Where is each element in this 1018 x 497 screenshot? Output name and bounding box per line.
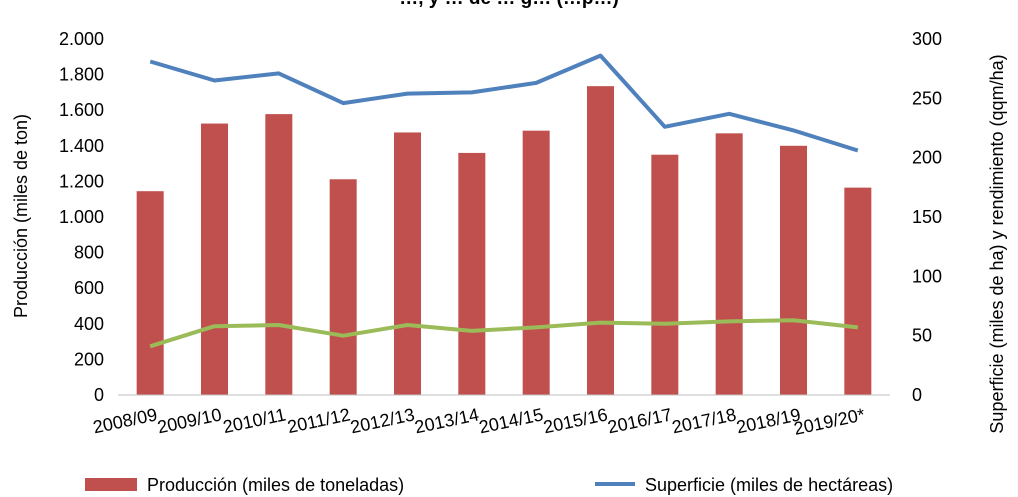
right-tick-label: 250: [912, 88, 942, 108]
legend: Producción (miles de toneladas) Superfici…: [85, 475, 893, 495]
bar: [136, 191, 164, 395]
left-tick-label: 800: [74, 243, 104, 263]
rendimiento-line: [149, 318, 859, 349]
left-tick-label: 1.800: [59, 65, 104, 85]
x-tick-label: 2009/10: [156, 404, 224, 437]
x-tick-label: 2017/18: [670, 404, 738, 437]
legend-label: Superficie (miles de hectáreas): [645, 475, 893, 495]
left-tick-label: 2.000: [59, 29, 104, 49]
left-tick-label: 0: [94, 385, 104, 405]
x-tick-label: 2010/11: [221, 404, 287, 437]
left-tick-label: 200: [74, 349, 104, 369]
x-tick-label: 2008/09: [91, 404, 159, 437]
chart-title: …, y … de … g… (…p…): [399, 0, 619, 9]
x-tick-label: 2019/20*: [792, 404, 867, 439]
right-axis-ticks: 0 50 100 150 200 250 300: [912, 29, 942, 405]
bar: [715, 133, 743, 395]
bar: [844, 187, 872, 395]
bar: [780, 145, 807, 395]
right-tick-label: 300: [912, 29, 942, 49]
left-tick-label: 600: [74, 278, 104, 298]
line-group: [149, 53, 859, 349]
left-axis-ticks: 0 200 400 600 800 1.000 1.200 1.400 1.600 1.800 2.…: [59, 29, 104, 405]
bar: [587, 86, 614, 396]
left-axis-label: Producción (miles de ton): [11, 114, 31, 318]
bar: [265, 114, 293, 395]
x-axis-ticks: 2008/092009/102010/112011/122012/132013/…: [91, 404, 866, 439]
x-tick-label: 2016/17: [606, 404, 674, 437]
bar: [522, 130, 550, 396]
legend-label: Producción (miles de toneladas): [147, 475, 404, 495]
x-tick-label: 2011/12: [285, 404, 351, 437]
left-tick-label: 1.200: [59, 171, 104, 191]
bar: [201, 123, 228, 396]
bar: [394, 132, 421, 395]
right-tick-label: 50: [912, 326, 932, 346]
bar: [651, 154, 679, 395]
bar: [458, 152, 486, 395]
x-tick-label: 2014/15: [477, 404, 545, 437]
right-tick-label: 150: [912, 207, 942, 227]
right-axis-label: Superficie (miles de ha) y rendimiento (…: [987, 54, 1007, 433]
right-tick-label: 100: [912, 266, 942, 286]
left-tick-label: 1.000: [59, 207, 104, 227]
bar-group: [136, 86, 872, 396]
right-tick-label: 200: [912, 148, 942, 168]
superficie-line: [149, 53, 859, 153]
x-tick-label: 2012/13: [349, 404, 417, 437]
bar: [329, 179, 357, 395]
left-tick-label: 400: [74, 314, 104, 334]
x-tick-label: 2015/16: [542, 404, 610, 437]
legend-swatch-bar: [85, 478, 137, 491]
left-tick-label: 1.400: [59, 136, 104, 156]
right-tick-label: 0: [912, 385, 922, 405]
x-tick-label: 2013/14: [413, 404, 481, 437]
left-tick-label: 1.600: [59, 100, 104, 120]
